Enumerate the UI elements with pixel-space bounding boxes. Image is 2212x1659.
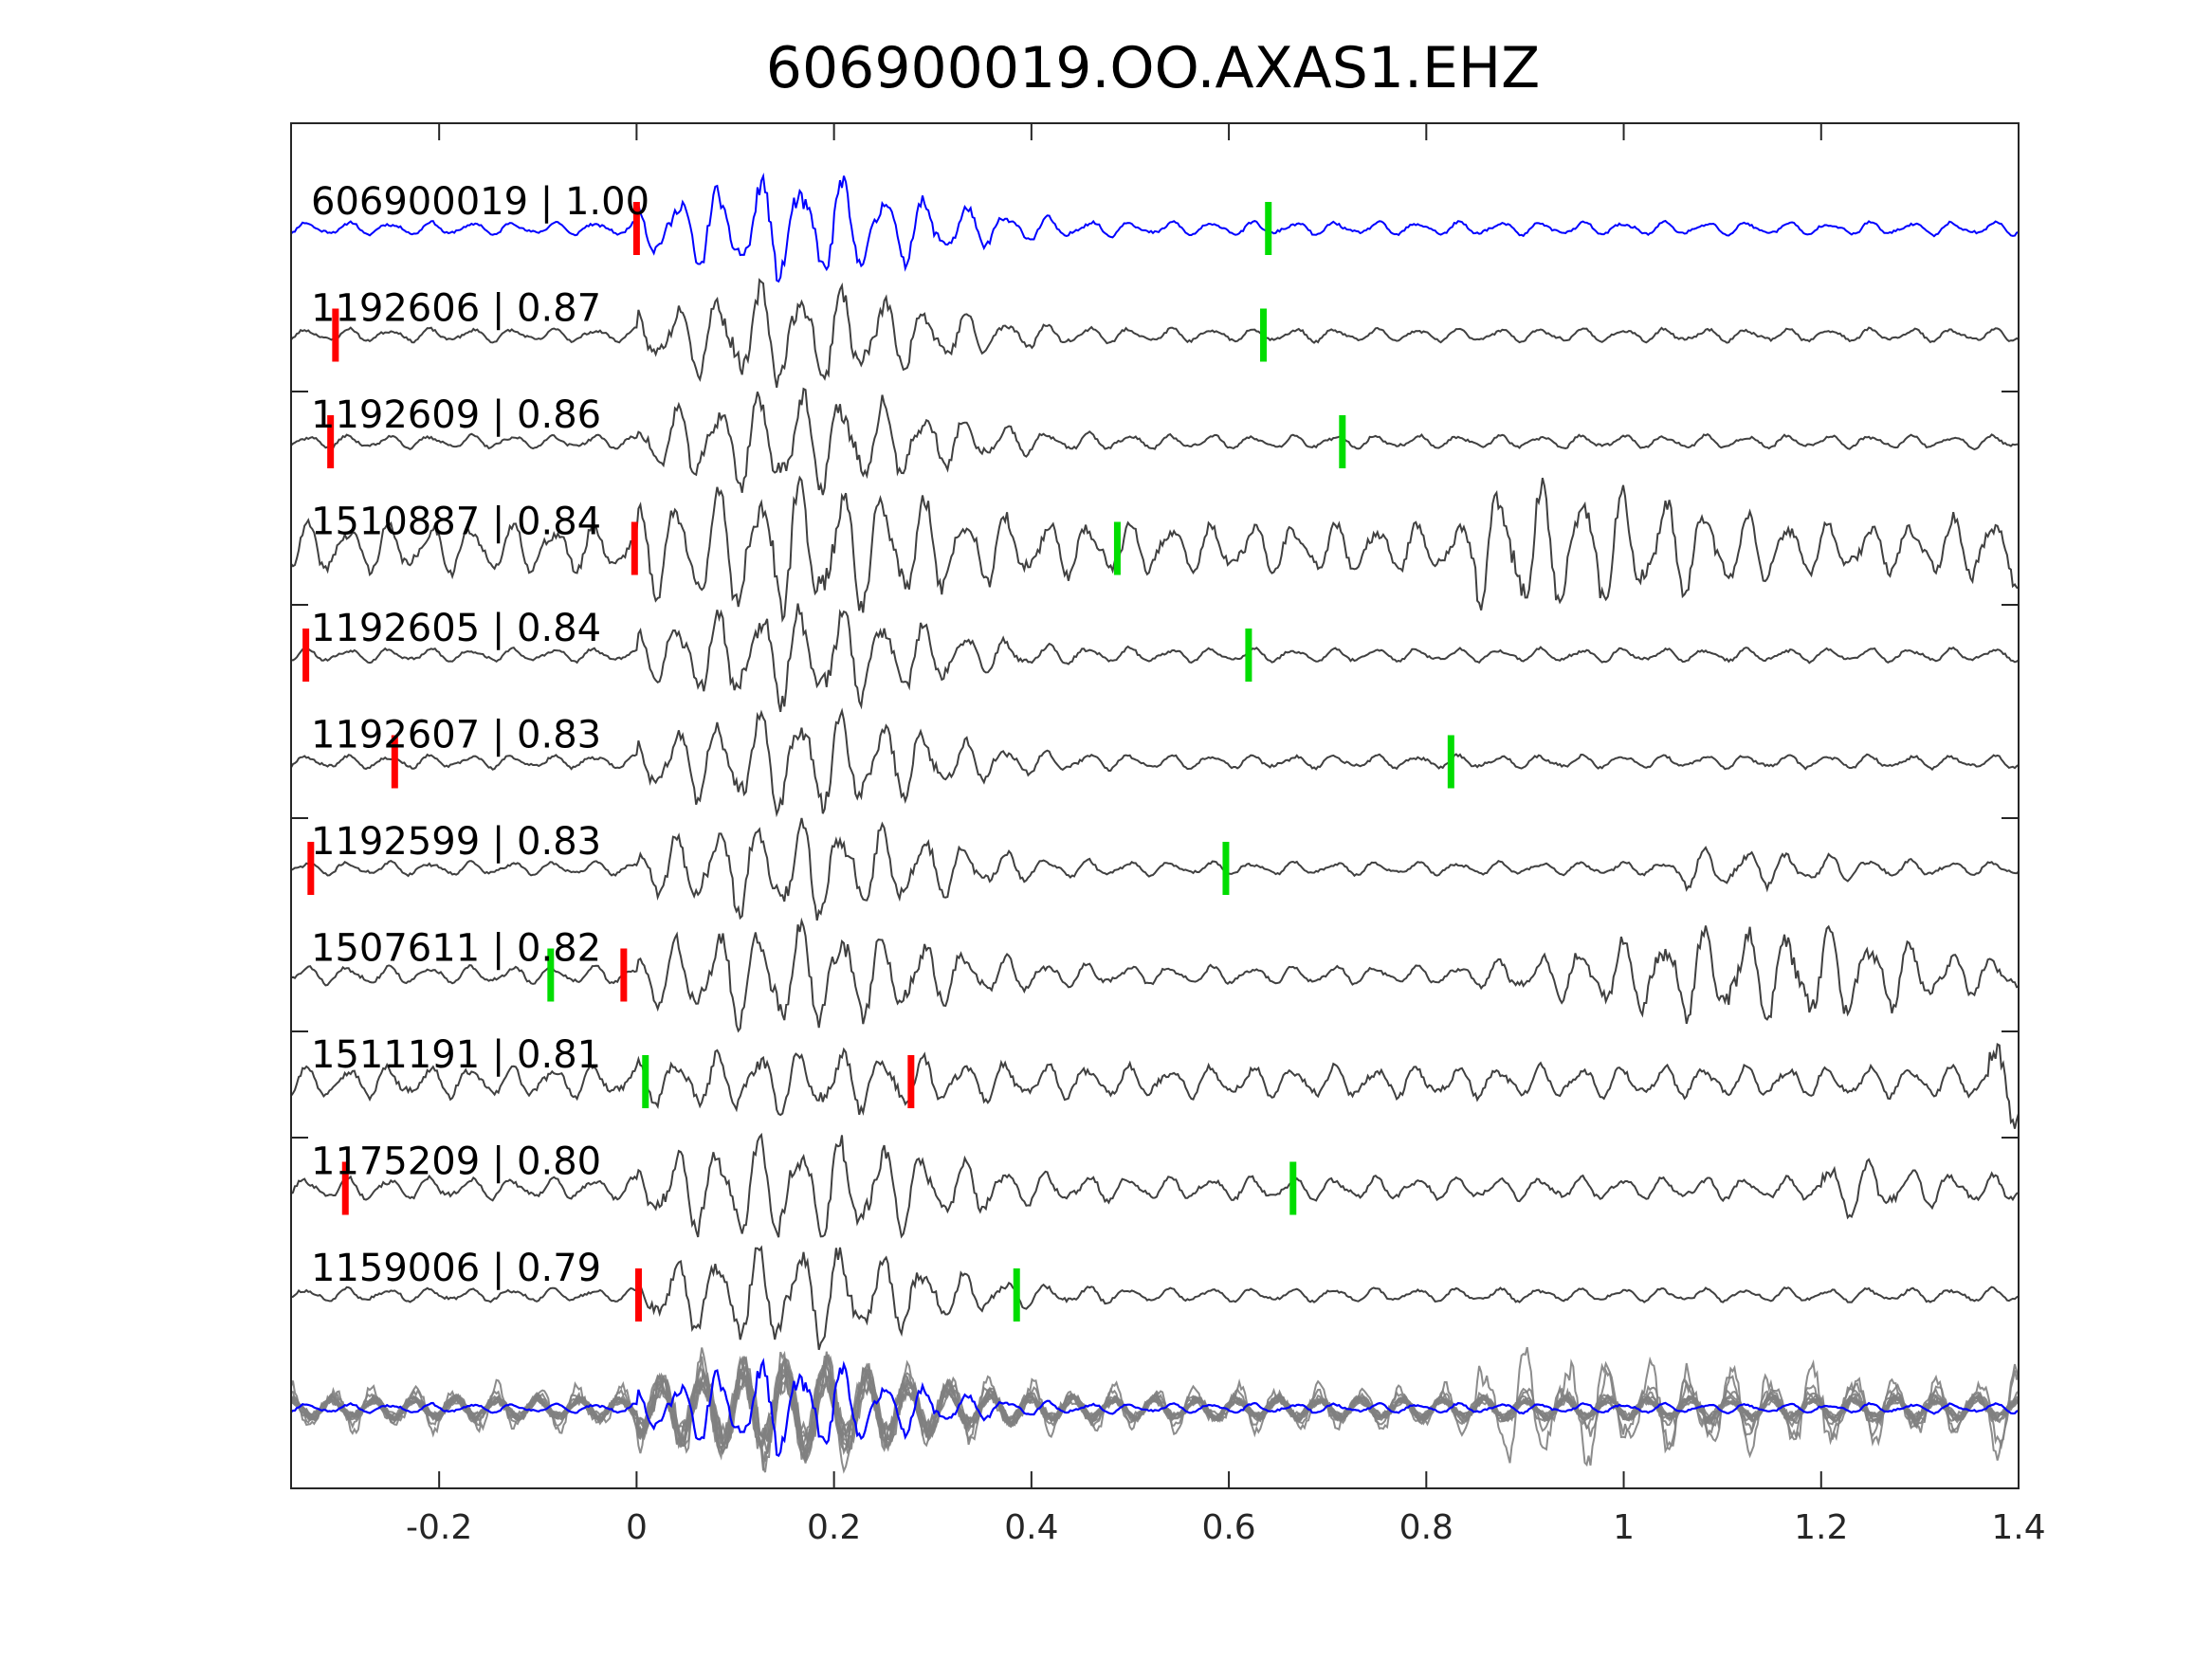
trace-label-606900019: 606900019 | 1.00: [311, 180, 649, 224]
x-tick-label-8: 1.4: [1991, 1508, 2045, 1547]
plot-area: 606900019 | 1.00 1192606 | 0.87 1192609 | …: [290, 122, 2046, 1547]
trace-line-1192599: [290, 817, 2020, 921]
x-tick-label-4: 0.6: [1201, 1508, 1255, 1547]
trace-line-1192605: [290, 603, 2020, 713]
x-tick-label-6: 1: [1613, 1508, 1635, 1547]
trace-label-1192607: 1192607 | 0.83: [311, 714, 601, 757]
trace-label-1510887: 1510887 | 0.84: [311, 501, 601, 544]
trace-line-1159006: [290, 1245, 2020, 1351]
stack-trace-1159006: [290, 1356, 2020, 1463]
trace-label-1507611: 1507611 | 0.82: [311, 927, 601, 971]
chart-title: 606900019.OO.AXAS1.EHZ: [766, 35, 1540, 101]
trace-label-1192599: 1192599 | 0.83: [311, 820, 601, 864]
x-tick-label-5: 0.8: [1399, 1508, 1453, 1547]
trace-line-1192609: [290, 387, 2020, 496]
trace-label-1175209: 1175209 | 0.80: [311, 1140, 601, 1184]
trace-line-1175209: [290, 1132, 2020, 1239]
trace-label-1192609: 1192609 | 0.86: [311, 393, 601, 437]
trace-label-1192606: 1192606 | 0.87: [311, 287, 601, 331]
trace-line-1511191: [290, 1042, 2020, 1129]
stack-trace-1510887: [290, 1346, 2020, 1474]
trace-label-1159006: 1159006 | 0.79: [311, 1247, 601, 1290]
x-tick-label-7: 1.2: [1794, 1508, 1848, 1547]
trace-line-1192607: [290, 707, 2020, 818]
trace-line-606900019: [290, 173, 2020, 283]
x-tick-label-0: -0.2: [406, 1508, 472, 1547]
x-tick-label-2: 0.2: [807, 1508, 861, 1547]
x-tick-label-1: 0: [626, 1508, 648, 1547]
x-tick-label-3: 0.4: [1004, 1508, 1058, 1547]
trace-line-1507611: [290, 917, 2020, 1033]
stack-trace-master: [290, 1358, 2020, 1457]
trace-label-1511191: 1511191 | 0.81: [311, 1033, 601, 1077]
trace-label-1192605: 1192605 | 0.84: [311, 607, 601, 650]
axes-box: [290, 122, 2020, 1489]
trace-line-1192606: [290, 278, 2020, 388]
trace-line-1510887: [290, 475, 2020, 624]
